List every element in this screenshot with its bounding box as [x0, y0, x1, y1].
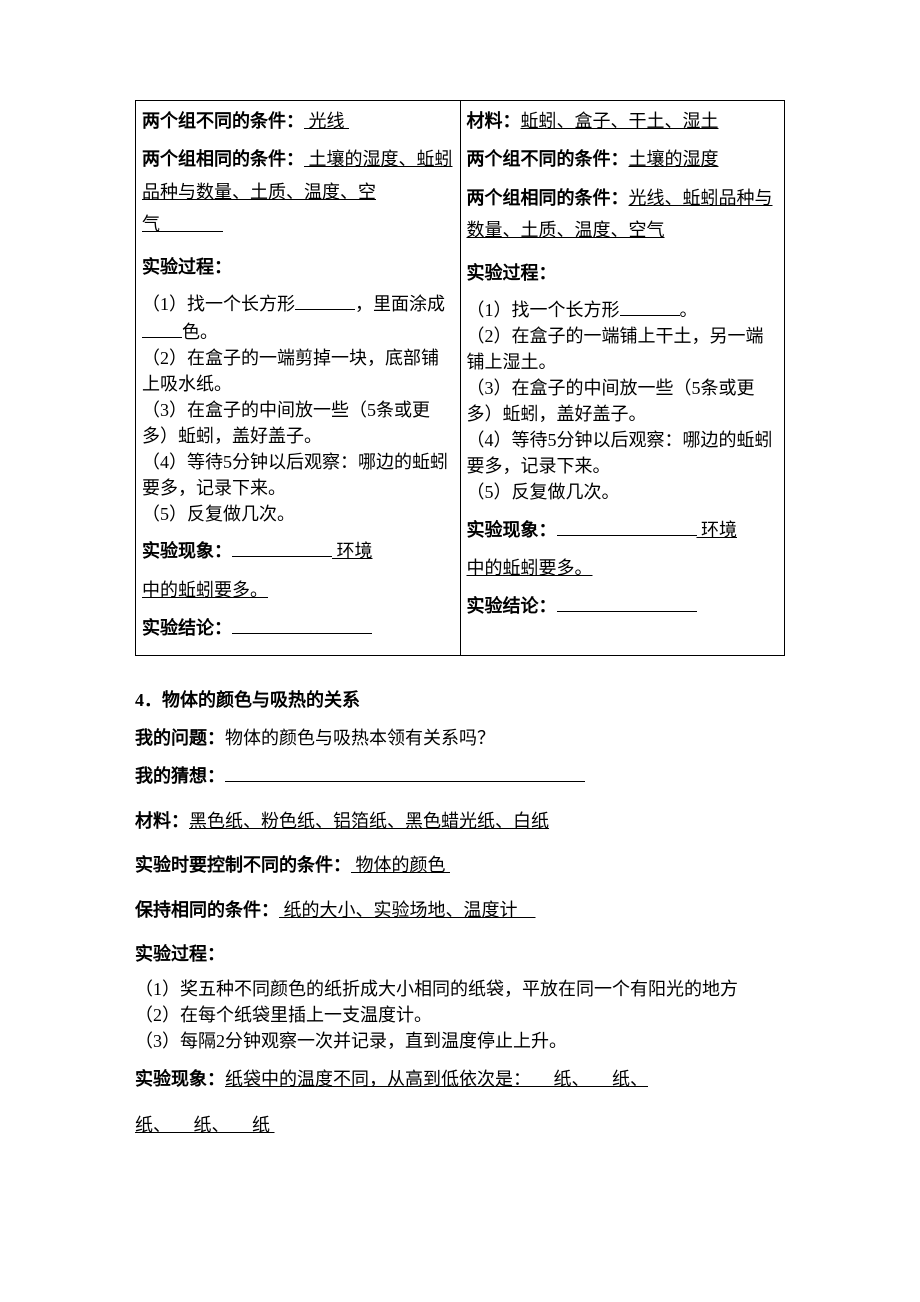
right-mat-value: 蚯蚓、盒子、干土、湿土 — [521, 111, 719, 131]
left-cell: 两个组不同的条件： 光线 两个组相同的条件： 土壤的湿度、蚯蚓品种与数量、土质、… — [136, 101, 461, 656]
left-phen-value: 环境 — [232, 541, 373, 561]
s4-mat-label: 材料： — [135, 811, 189, 831]
right-cell: 材料：蚯蚓、盒子、干土、湿土 两个组不同的条件：土壤的湿度 两个组相同的条件：光… — [460, 101, 785, 656]
s4-same-value: 纸的大小、实验场地、温度计 — [279, 900, 536, 920]
section-4: 4．物体的颜色与吸热的关系 我的问题：物体的颜色与吸热本领有关系吗？ 我的猜想：… — [135, 684, 785, 1142]
left-diff-value: 光线 — [304, 111, 349, 131]
right-diff-value: 土壤的湿度 — [629, 149, 719, 169]
right-phen-value: 环境 — [557, 520, 738, 540]
left-phen-tail: 中的蚯蚓要多。 — [142, 580, 268, 600]
left-phen-label: 实验现象： — [142, 541, 232, 561]
s4-title: 4．物体的颜色与吸热的关系 — [135, 690, 360, 710]
s4-q-text: 物体的颜色与吸热本领有关系吗？ — [225, 728, 495, 748]
right-concl-blank — [557, 591, 697, 612]
s4-diff-label: 实验时要控制不同的条件： — [135, 855, 351, 875]
right-steps: （1）找一个长方形。 （2）在盒子的一端铺上干土，另一端铺上湿土。 （3）在盒子… — [467, 295, 779, 506]
s4-proc-label: 实验过程： — [135, 944, 225, 964]
left-same-label: 两个组相同的条件： — [142, 149, 304, 169]
s4-steps: （1）奖五种不同颜色的纸折成大小相同的纸袋，平放在同一个有阳光的地方 （2）在每… — [135, 976, 785, 1054]
right-mat-label: 材料： — [467, 111, 521, 131]
s4-phen-label: 实验现象： — [135, 1069, 225, 1089]
s4-diff-value: 物体的颜色 — [351, 855, 450, 875]
left-concl-blank — [232, 613, 372, 634]
s4-guess-blank — [225, 762, 585, 783]
right-phen-label: 实验现象： — [467, 520, 557, 540]
s4-phen-line1: 纸袋中的温度不同，从高到低依次是： 纸、 纸、 — [225, 1069, 648, 1089]
s4-mat-value: 黑色纸、粉色纸、铝箔纸、黑色蜡光纸、白纸 — [189, 811, 549, 831]
right-diff-label: 两个组不同的条件： — [467, 149, 629, 169]
right-phen-tail: 中的蚯蚓要多。 — [467, 558, 593, 578]
left-steps: （1）找一个长方形，里面涂成色。 （2）在盒子的一端剪掉一块，底部铺上吸水纸。 … — [142, 289, 454, 527]
experiment-comparison-table: 两个组不同的条件： 光线 两个组相同的条件： 土壤的湿度、蚯蚓品种与数量、土质、… — [135, 100, 785, 656]
s4-phen-line2: 纸、 纸、 纸 — [135, 1115, 275, 1135]
s4-q-label: 我的问题： — [135, 728, 225, 748]
left-diff-label: 两个组不同的条件： — [142, 111, 304, 131]
left-concl-label: 实验结论： — [142, 618, 232, 638]
s4-guess-label: 我的猜想： — [135, 766, 225, 786]
right-same-label: 两个组相同的条件： — [467, 188, 629, 208]
s4-same-label: 保持相同的条件： — [135, 900, 279, 920]
right-proc-label: 实验过程： — [467, 263, 557, 283]
right-concl-label: 实验结论： — [467, 596, 557, 616]
left-proc-label: 实验过程： — [142, 257, 232, 277]
